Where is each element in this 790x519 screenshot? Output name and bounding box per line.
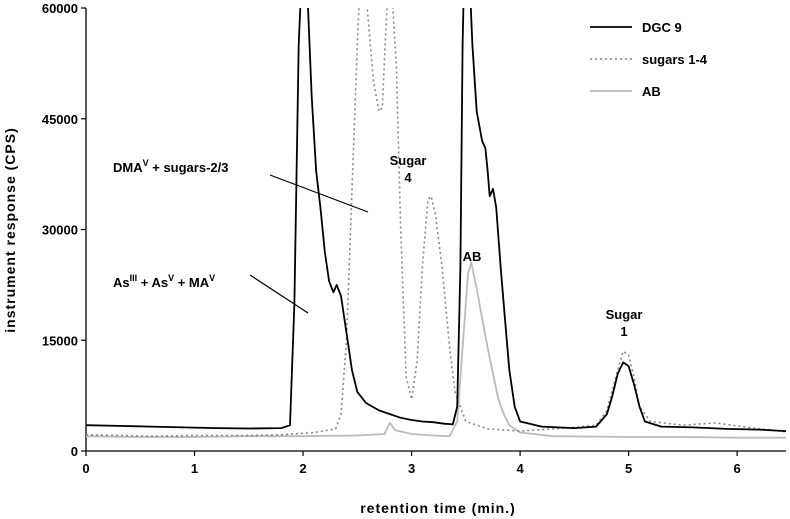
x-tick-label: 2 xyxy=(299,461,306,476)
annotation-dma-sugars: DMAV + sugars-2/3 xyxy=(113,158,369,213)
series-line-dgc-9 xyxy=(86,8,786,432)
annotation-sugar4-line2: 4 xyxy=(404,170,412,185)
annotation-as-ma-text: AsIII + AsV + MAV xyxy=(113,273,215,290)
legend-label-sugars-1-4: sugars 1-4 xyxy=(642,52,708,67)
annotation-as-ma: AsIII + AsV + MAV xyxy=(113,273,309,314)
annotation-dma-text: DMAV + sugars-2/3 xyxy=(113,158,228,175)
legend-label-dgc-9: DGC 9 xyxy=(642,20,682,35)
x-tick-label: 4 xyxy=(516,461,524,476)
annotation-sugar1: Sugar 1 xyxy=(606,307,643,339)
x-tick-label: 6 xyxy=(734,461,741,476)
annotation-ab-text: AB xyxy=(463,249,482,264)
annotation-as-pointer xyxy=(249,274,309,314)
series-layer xyxy=(86,8,786,439)
x-tick-label: 3 xyxy=(408,461,415,476)
y-tick-label: 30000 xyxy=(42,223,78,238)
x-tick-label: 5 xyxy=(625,461,632,476)
y-tick-label: 0 xyxy=(71,444,78,459)
series-line-ab xyxy=(86,261,786,439)
annotation-dma-pointer xyxy=(269,174,369,213)
y-tick-label: 45000 xyxy=(42,112,78,127)
y-axis-title: instrument response (CPS) xyxy=(2,127,18,332)
legend: DGC 9 sugars 1-4 AB xyxy=(590,20,708,99)
x-tick-label: 1 xyxy=(191,461,198,476)
annotation-sugar1-line2: 1 xyxy=(620,324,627,339)
x-tick-label: 0 xyxy=(82,461,89,476)
annotation-sugar4: Sugar 4 xyxy=(390,153,427,185)
x-axis-title: retention time (min.) xyxy=(360,500,516,516)
legend-label-ab: AB xyxy=(642,84,661,99)
annotation-ab: AB xyxy=(463,249,482,264)
annotation-sugar4-line1: Sugar xyxy=(390,153,427,168)
series-line-sugars-1-4 xyxy=(86,8,786,437)
y-tick-label: 60000 xyxy=(42,1,78,16)
y-tick-label: 15000 xyxy=(42,333,78,348)
axis-layer: 0 15000 30000 45000 60000 0 1 2 3 4 5 6 xyxy=(42,1,786,476)
annotation-sugar1-line1: Sugar xyxy=(606,307,643,322)
